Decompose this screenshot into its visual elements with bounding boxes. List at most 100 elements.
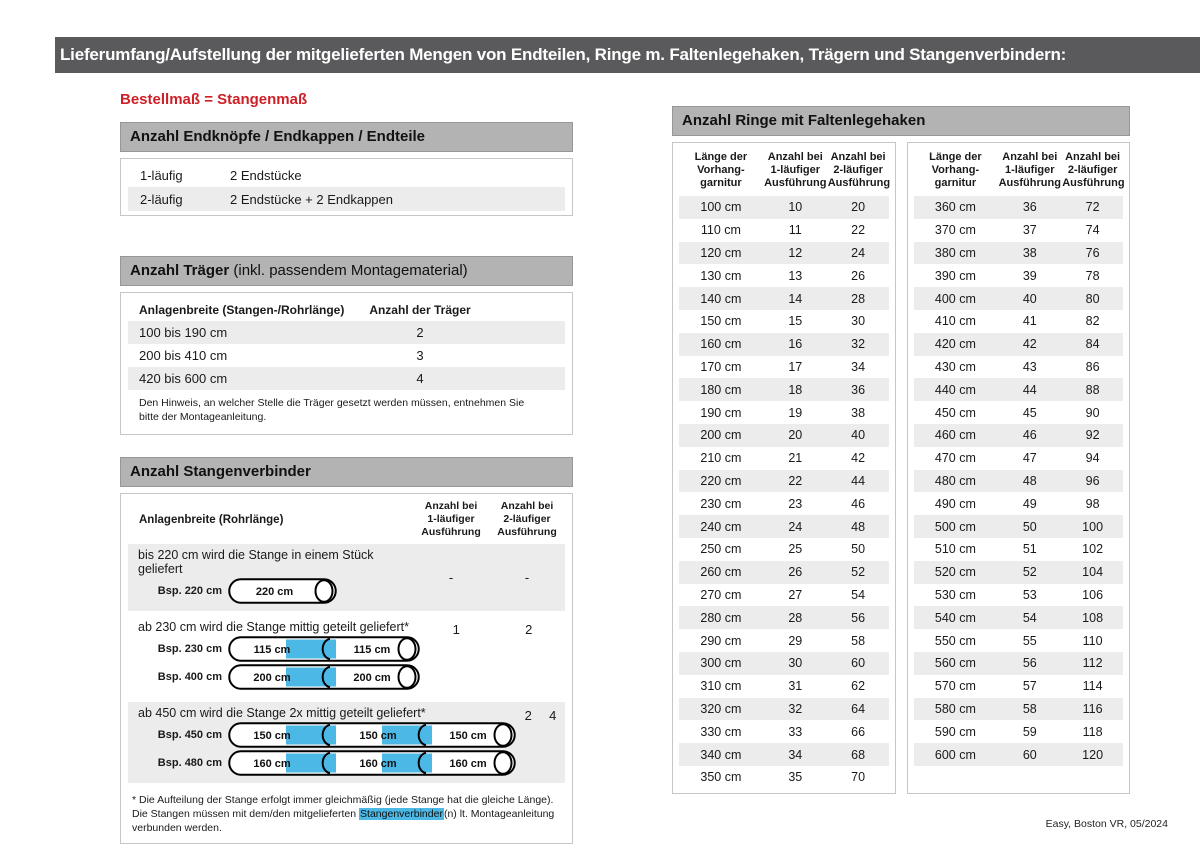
table-cell: 38 [851,405,866,420]
order-size-note: Bestellmaß = Stangenmaß [120,91,308,108]
table-cell: 540 cm [934,610,976,625]
table-cell: 86 [1085,359,1100,374]
rod-example: Bsp. 450 cm 150 cm 150 cm 150 cm [128,722,516,748]
table-cell: 390 cm [934,268,976,283]
table-cell: 570 cm [934,679,976,694]
table-cell: 14 [788,291,803,306]
table-cell: 16 [788,337,803,352]
table-cell: 210 cm [700,451,742,466]
table-cell: 88 [1085,382,1100,397]
verbinder-table: Anlagenbreite (Rohrlänge) Anzahl bei 1-l… [120,493,573,844]
table-cell: 400 cm [934,291,976,306]
table-cell: 31 [788,679,803,694]
table-row: 160 cm 16 32 [679,332,889,356]
table-cell: 46 [851,496,866,511]
table-row: 180 cm 18 36 [679,378,889,402]
table-row: 520 cm 52 104 [913,560,1123,584]
rod-example: Bsp. 480 cm 160 cm 160 cm 160 cm [128,750,516,776]
table-cell: 68 [851,747,866,762]
rule-text: ab 230 cm wird die Stange mittig geteilt… [138,620,409,634]
table-cell: 480 cm [934,473,976,488]
table-row: 500 cm 50 100 [913,515,1123,538]
example-label: Bsp. 230 cm [157,643,222,655]
table-cell: 470 cm [934,451,976,466]
table-cell: 110 cm [700,223,741,238]
ring-table-1: Länge der Vorhang- garnitur Anzahl bei 1… [672,142,896,794]
table-cell: 49 [1022,496,1037,511]
table-cell: 580 cm [934,701,976,716]
table-cell: 22 [851,223,866,238]
count-cell: 2 [416,325,424,340]
table-cell: 380 cm [934,245,976,260]
table-cell: 52 [851,565,866,580]
column-header: Anzahl bei 1-läufiger Ausführung [764,151,827,189]
table-row: 330 cm 33 66 [679,720,889,743]
table-cell: 82 [1085,314,1100,329]
table-row: 100 cm 10 20 [679,196,889,219]
table-cell: 160 cm [700,337,742,352]
row-value: 2 Endstücke + 2 Endkappen [230,191,393,207]
row-label: 2-läufig [140,191,183,207]
table-cell: 23 [788,496,803,511]
table-cell: 150 cm [700,314,742,329]
table-cell: 26 [788,565,803,580]
table-cell: 310 cm [700,679,742,694]
rod-diagram: 160 cm 160 cm 160 cm [228,750,516,776]
table-row: 290 cm 29 58 [679,629,889,652]
table-body: 360 cm 36 72 370 cm 37 74 380 cm 38 76 390 cm 39 78… [913,196,1123,766]
table-cell: 100 cm [700,200,742,215]
table-cell: 56 [851,610,866,625]
table-cell: 42 [851,451,866,466]
table-cell: 120 cm [700,245,742,260]
example-label: Bsp. 480 cm [157,757,222,769]
table-cell: 130 cm [700,268,742,283]
table-cell: 340 cm [700,747,742,762]
table-cell: 40 [851,428,866,443]
table-row: 120 cm 12 24 [679,241,889,265]
table-row: 420 cm 42 84 [913,332,1123,356]
rod-rule-content: bis 220 cm wird die Stange in einem Stüc… [128,548,413,606]
table-cell: 59 [1022,724,1037,739]
footnote-text: (n) lt. Montageanleitung verbunden werde… [132,808,555,834]
ring-table-2: Länge der Vorhang- garnitur Anzahl bei 1… [906,142,1130,794]
traeger-table: Anlagenbreite (Stangen-/Rohrlänge) Anzah… [120,292,573,435]
table-cell: 440 cm [934,382,976,397]
table-cell: 28 [851,291,866,306]
table-row: 250 cm 25 50 [679,538,889,561]
column-header: Anzahl der Träger [369,303,471,317]
table-cell: 28 [788,610,803,625]
table-cell: 21 [788,451,803,466]
table-cell: 20 [788,428,803,443]
table-row: 220 cm 22 44 [679,469,889,493]
table-cell: 25 [788,542,803,557]
table-cell: 44 [1022,382,1037,397]
table-cell: 35 [788,770,803,785]
column-header: Anzahl bei 2-läufiger Ausführung [827,151,891,189]
table-cell: 58 [1022,701,1037,716]
table-cell: 43 [1022,359,1037,374]
svg-text:160 cm: 160 cm [253,758,291,770]
table-cell: 54 [851,587,866,602]
page-title-bar: Lieferumfang/Aufstellung der mitgeliefer… [55,37,1200,73]
table-cell: 330 cm [700,724,742,739]
svg-text:150 cm: 150 cm [359,730,397,742]
rod-rule-block: ab 450 cm wird die Stange 2x mittig gete… [128,702,565,783]
table-cell: 270 cm [700,587,742,602]
table-cell: 96 [1085,473,1100,488]
table-cell: 94 [1085,451,1100,466]
table-cell: 110 [1082,633,1103,648]
table-cell: 30 [788,656,803,671]
table-cell: 19 [788,405,803,420]
table-cell: 550 cm [934,633,976,648]
splitting-footnote: * Die Aufteilung der Stange erfolgt imme… [128,788,565,835]
table-header-row: Länge der Vorhang- garnitur Anzahl bei 1… [914,148,1124,196]
rule-text: ab 450 cm wird die Stange 2x mittig gete… [138,706,426,720]
table-cell: 12 [788,245,803,260]
table-cell: 51 [1022,542,1037,557]
table-cell: 420 cm [934,337,976,352]
table-row: 440 cm 44 88 [913,378,1123,402]
svg-text:115 cm: 115 cm [254,644,291,656]
table-row: 580 cm 58 116 [913,697,1123,721]
table-row: 110 cm 11 22 [679,219,889,242]
table-row: 300 cm 30 60 [679,651,889,675]
